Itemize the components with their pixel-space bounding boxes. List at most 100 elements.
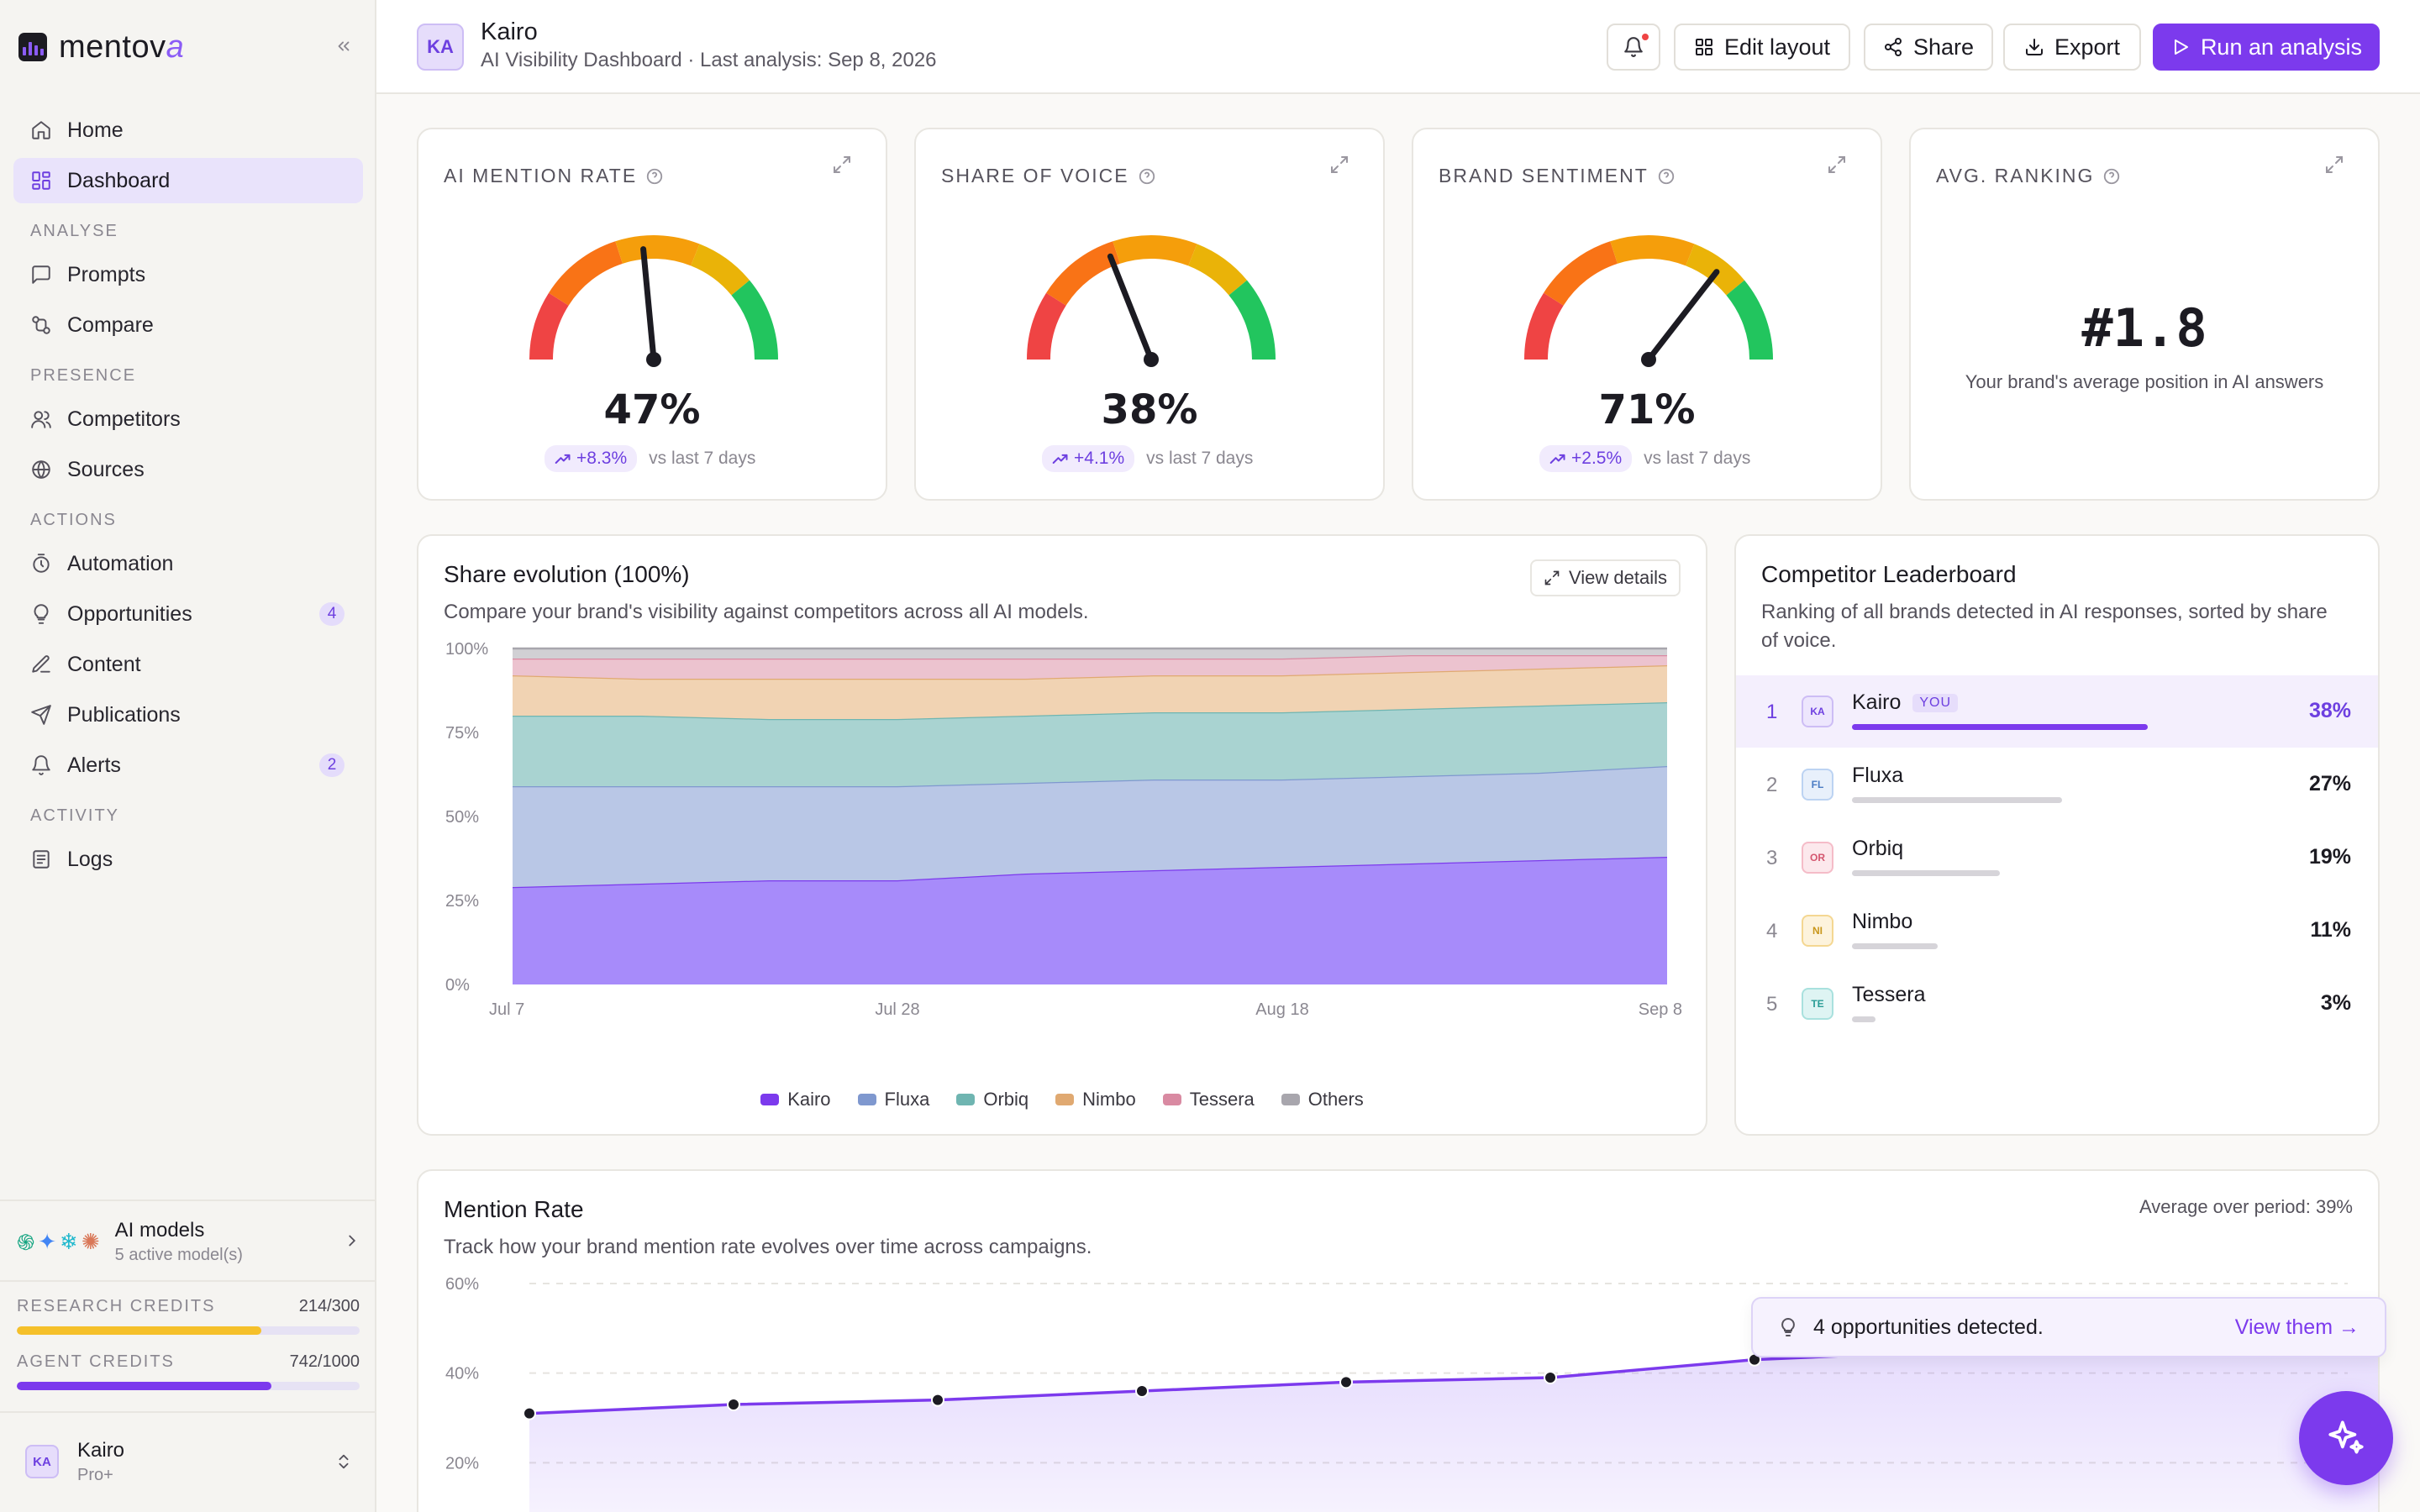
leaderboard-row-fluxa[interactable]: 2 FL Fluxa 27% (1736, 748, 2378, 821)
logo-mark-icon (18, 33, 47, 61)
share-evolution-card: Share evolution (100%) Compare your bran… (417, 534, 1707, 1136)
sidebar-item-prompts[interactable]: Prompts (13, 252, 363, 297)
agent-credits: AGENT CREDITS 742/1000 (17, 1352, 360, 1390)
notification-dot (1640, 32, 1650, 42)
agent-credits-bar (17, 1382, 360, 1390)
x-tick-label: Sep 8 (1639, 1000, 1682, 1019)
chat-icon (32, 265, 50, 284)
app-logo[interactable]: mentova (18, 29, 185, 65)
help-icon[interactable] (645, 167, 664, 186)
sidebar-divider (0, 1411, 375, 1413)
legend-item-orbiq[interactable]: Orbiq (956, 1089, 1028, 1110)
user-name: Kairo (77, 1438, 125, 1462)
page-subtitle: AI Visibility Dashboard · Last analysis:… (481, 49, 937, 71)
sidebar-item-label: Prompts (67, 262, 146, 286)
nav-section-activity: ACTIVITY (30, 806, 120, 825)
leaderboard-row-tessera[interactable]: 5 TE Tessera 3% (1736, 968, 2378, 1040)
sidebar-item-home[interactable]: Home (13, 108, 363, 153)
sidebar-item-label: Compare (67, 312, 154, 337)
legend-item-kairo[interactable]: Kairo (760, 1089, 831, 1110)
sidebar-item-label: Opportunities (67, 601, 192, 626)
sidebar-item-content[interactable]: Content (13, 642, 363, 687)
share-button[interactable]: Share (1864, 24, 1993, 71)
brand-avatar: KA (417, 24, 464, 71)
legend-swatch (857, 1094, 876, 1105)
you-badge: YOU (1912, 693, 1959, 712)
sidebar-item-compare[interactable]: Compare (13, 302, 363, 348)
sidebar-item-dashboard[interactable]: Dashboard (13, 158, 363, 203)
competitor-name: Orbiq (1852, 837, 1904, 860)
sidebar-badge-alerts: 2 (319, 753, 345, 777)
kpi-delta: +2.5% vs last 7 days (1539, 445, 1750, 472)
export-button[interactable]: Export (2003, 24, 2141, 71)
help-icon[interactable] (1657, 167, 1676, 186)
leaderboard-row-orbiq[interactable]: 3 OR Orbiq 19% (1736, 822, 2378, 894)
y-tick-label: 40% (445, 1365, 479, 1383)
mention-rate-subtitle: Track how your brand mention rate evolve… (444, 1236, 1092, 1258)
sidebar: mentova Home Dashboard ANALYSE Prompts Compa… (0, 0, 376, 1512)
top-header: KA Kairo AI Visibility Dashboard · Last … (376, 0, 2420, 94)
gauge-segment (691, 244, 750, 296)
gauge-segment (615, 235, 700, 266)
leaderboard-row-nimbo[interactable]: 4 NI Nimbo 11% (1736, 895, 2378, 967)
leaderboard-title: Competitor Leaderboard (1761, 561, 2017, 587)
leaderboard-row-kairo[interactable]: 1 KA Kairo YOU 38% (1736, 675, 2378, 748)
maximize-icon[interactable] (2324, 155, 2344, 175)
mention-rate-point (727, 1398, 740, 1411)
sidebar-item-publications[interactable]: Publications (13, 692, 363, 738)
collapse-sidebar-button[interactable] (329, 32, 358, 60)
legend-item-fluxa[interactable]: Fluxa (857, 1089, 929, 1110)
sidebar-item-logs[interactable]: Logs (13, 837, 363, 882)
sidebar-item-label: Automation (67, 551, 174, 575)
grid-icon (32, 171, 50, 190)
logo-text: mentova (59, 29, 185, 65)
share-evolution-subtitle: Compare your brand's visibility against … (444, 601, 1089, 623)
download-icon (2025, 39, 2043, 55)
export-label: Export (2054, 34, 2121, 60)
share-evolution-legend: Kairo Fluxa Orbiq Nimbo Tessera Others (418, 1089, 1706, 1110)
help-icon[interactable] (2102, 167, 2121, 186)
run-analysis-button[interactable]: Run an analysis (2153, 24, 2380, 71)
area-tessera (513, 655, 1667, 679)
gauge-pivot (1641, 352, 1656, 367)
model-icons: ֍ ✦ ❄ ✺ (17, 1226, 100, 1257)
mention-rate-area (529, 1341, 2378, 1512)
sidebar-item-label: Publications (67, 702, 181, 727)
maximize-icon[interactable] (832, 155, 852, 175)
research-credits-fill (17, 1326, 262, 1335)
sidebar-item-competitors[interactable]: Competitors (13, 396, 363, 442)
trend-up-icon (1549, 454, 1565, 464)
research-credits-label: RESEARCH CREDITS (17, 1297, 216, 1315)
edit-layout-button[interactable]: Edit layout (1674, 24, 1850, 71)
notifications-button[interactable] (1607, 24, 1660, 71)
legend-item-tessera[interactable]: Tessera (1162, 1089, 1255, 1110)
kpi-gauge (529, 235, 778, 367)
kpi-delta: +4.1% vs last 7 days (1042, 445, 1253, 472)
gauge-needle (640, 246, 657, 363)
view-details-button[interactable]: View details (1530, 559, 1681, 596)
user-avatar: KA (25, 1445, 59, 1478)
legend-label: Orbiq (983, 1089, 1029, 1110)
maximize-icon[interactable] (1827, 155, 1847, 175)
research-credits: RESEARCH CREDITS 214/300 (17, 1297, 360, 1335)
legend-item-nimbo[interactable]: Nimbo (1055, 1089, 1136, 1110)
mention-rate-title: Mention Rate (444, 1196, 584, 1222)
share-bar (1852, 1016, 1876, 1022)
view-details-label: View details (1569, 567, 1667, 588)
ai-models-selector[interactable]: ֍ ✦ ❄ ✺ AI models 5 active model(s) (17, 1218, 361, 1265)
kpi-card-brand-sentiment: BRAND SENTIMENT 71% +2.5% vs last 7 days (1412, 128, 1882, 501)
mention-rate-point (931, 1393, 944, 1407)
legend-item-others[interactable]: Others (1281, 1089, 1364, 1110)
sidebar-item-opportunities[interactable]: Opportunities 4 (13, 591, 363, 637)
sidebar-item-automation[interactable]: Automation (13, 541, 363, 586)
nav-section-presence: PRESENCE (30, 366, 137, 385)
sidebar-item-sources[interactable]: Sources (13, 447, 363, 492)
gauge-segment (1544, 241, 1618, 306)
help-icon[interactable] (1138, 167, 1156, 186)
view-opportunities-link[interactable]: View them → (2234, 1315, 2360, 1339)
ai-assistant-button[interactable] (2299, 1391, 2393, 1485)
sidebar-item-alerts[interactable]: Alerts 2 (13, 743, 363, 788)
maximize-icon[interactable] (1329, 155, 1349, 175)
account-switcher[interactable]: KA Kairo Pro+ (25, 1438, 353, 1485)
mention-rate-point (1135, 1384, 1149, 1398)
